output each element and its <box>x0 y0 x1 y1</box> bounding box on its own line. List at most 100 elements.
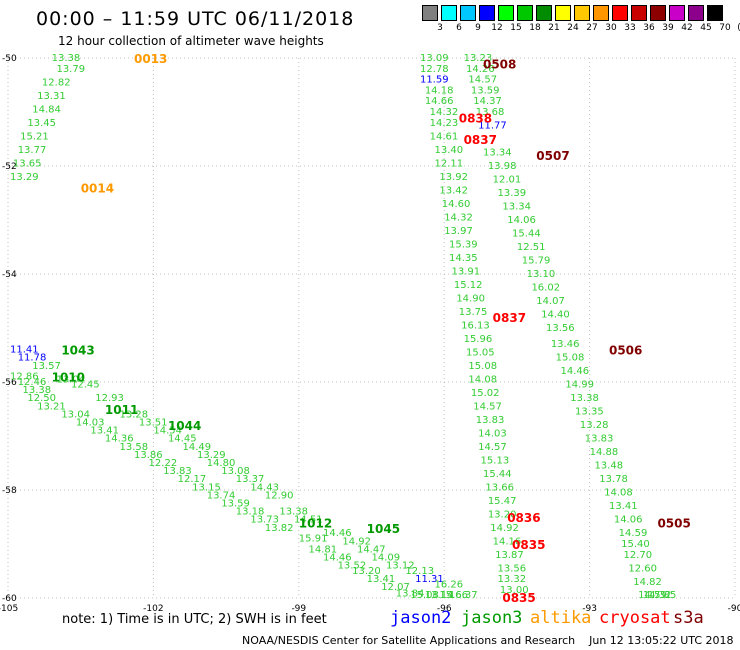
swh-label: 13.32 <box>498 574 527 585</box>
swh-label: 14.57 <box>473 401 502 412</box>
swh-label: 13.39 <box>498 188 527 199</box>
swh-label: 13.23 <box>464 53 493 64</box>
swh-label: 13.91 <box>451 266 480 277</box>
mission-cryosat-label: cryosat <box>599 608 671 628</box>
swh-label: 14.07 <box>536 296 565 307</box>
lat-tick-label: -50 <box>2 54 17 64</box>
swh-label: 15.47 <box>488 496 517 507</box>
time-label: 0836 <box>507 511 540 525</box>
swh-label: 13.56 <box>546 323 575 334</box>
legend-swatch <box>498 5 514 21</box>
swh-label: 13.79 <box>56 64 85 75</box>
swh-label: 13.12 <box>386 561 415 572</box>
mission-altika-label: altika <box>530 608 592 628</box>
legend-label: (ft) <box>735 23 740 33</box>
swh-label: 12.50 <box>27 393 56 404</box>
swh-label: 13.20 <box>488 509 517 520</box>
swh-label: 13.65 <box>13 158 42 169</box>
legend-label: 6 <box>456 23 462 33</box>
time-label: 0838 <box>459 111 492 125</box>
legend-label: 39 <box>662 23 674 33</box>
units-note: note: 1) Time is in UTC; 2) SWH is in fe… <box>62 612 327 627</box>
legend-swatch <box>593 5 609 21</box>
swh-label: 12.22 <box>149 458 178 469</box>
swh-label: 15.39 <box>449 239 478 250</box>
swh-label: 13.38 <box>52 53 81 64</box>
swh-label: 15.12 <box>454 280 483 291</box>
swh-label: 14.92 <box>342 536 371 547</box>
swh-label: 16.26 <box>435 580 464 591</box>
swh-label: 13.31 <box>37 91 66 102</box>
swh-label: 13.04 <box>61 409 90 420</box>
swh-label: 13.42 <box>439 185 468 196</box>
swh-label: 16.37 <box>449 590 478 601</box>
swh-label: 13.48 <box>594 461 623 472</box>
legend-label: 21 <box>548 23 560 33</box>
lat-tick-label: -58 <box>2 486 17 496</box>
swh-label: 14.81 <box>308 544 337 555</box>
lat-tick-label: -54 <box>2 270 17 280</box>
swh-label: 13.77 <box>18 145 47 156</box>
swh-label: 13.56 <box>498 563 527 574</box>
swh-label: 13.78 <box>599 474 628 485</box>
mission-s3a-label: s3a <box>673 608 704 628</box>
legend-swatch <box>574 5 590 21</box>
time-label: 0505 <box>657 516 690 530</box>
lon-tick-label: -93 <box>582 604 597 614</box>
swh-label: 14.32 <box>430 107 459 118</box>
swh-label: 13.09 <box>420 53 449 64</box>
swh-label: 13.66 <box>485 482 514 493</box>
swh-label: 14.61 <box>430 131 459 142</box>
time-label: 0837 <box>464 133 497 147</box>
swh-label: 13.41 <box>609 501 638 512</box>
swh-label: 13.59 <box>471 85 500 96</box>
swh-label: 12.70 <box>624 550 653 561</box>
legend-label: 42 <box>681 23 693 33</box>
swh-label: 13.28 <box>580 420 609 431</box>
mission-jason3-label: jason3 <box>461 608 523 628</box>
swh-label: 13.38 <box>279 507 308 518</box>
swh-label: 11.59 <box>420 75 449 86</box>
legend-swatch <box>460 5 476 21</box>
swh-label: 14.40 <box>541 310 570 321</box>
swh-label: 14.84 <box>32 104 61 115</box>
swh-label: 13.45 <box>27 118 56 129</box>
swh-label: 13.84 <box>396 589 425 600</box>
legend-label: 9 <box>475 23 481 33</box>
mission-jason2-label: jason2 <box>390 608 452 628</box>
legend-label: 33 <box>624 23 636 33</box>
swh-label: 14.26 <box>466 64 495 75</box>
time-label: 1011 <box>105 403 138 417</box>
lon-tick-label: -105 <box>0 604 18 614</box>
swh-label: 13.92 <box>439 172 468 183</box>
swh-label: 15.13 <box>481 455 510 466</box>
swh-label: 15.66 <box>439 590 468 601</box>
swh-label: 14.18 <box>425 85 454 96</box>
legend-swatch <box>631 5 647 21</box>
time-label: 1045 <box>367 522 400 536</box>
legend-label: 3 <box>437 23 443 33</box>
swh-label: 11.31 <box>415 574 444 585</box>
swh-label: 14.57 <box>478 442 507 453</box>
swh-label: 14.46 <box>561 366 590 377</box>
swh-label: 13.58 <box>119 442 148 453</box>
time-label: 1044 <box>168 419 201 433</box>
swh-label: 14.37 <box>473 96 502 107</box>
swh-label: 12.51 <box>517 242 546 253</box>
time-label: 1012 <box>299 516 332 530</box>
swh-label: 15.96 <box>464 334 493 345</box>
swh-label: 13.38 <box>570 393 599 404</box>
swh-label: 14.57 <box>468 75 497 86</box>
time-label: 0835 <box>512 538 545 552</box>
swh-label: 14.32 <box>643 590 672 601</box>
swh-label: 15.08 <box>410 590 439 601</box>
time-label: 0837 <box>493 311 526 325</box>
legend-label: 30 <box>605 23 617 33</box>
swh-label: 14.60 <box>442 199 471 210</box>
swh-label: 11.77 <box>478 121 507 132</box>
swh-label: 13.57 <box>32 361 61 372</box>
legend-swatch <box>669 5 685 21</box>
swh-label: 13.82 <box>265 523 294 534</box>
swh-label: 13.08 <box>221 466 250 477</box>
